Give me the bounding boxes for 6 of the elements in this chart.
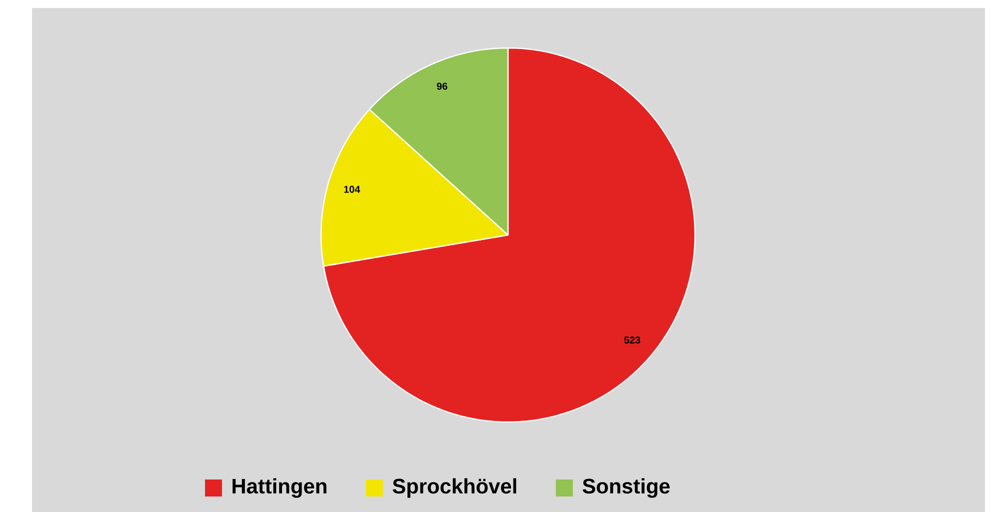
data-label: 523 — [624, 336, 640, 344]
legend-label: Sonstige — [582, 478, 670, 498]
data-label: 104 — [344, 186, 360, 193]
data-label: 96 — [436, 82, 448, 90]
legend-label: Hattingen — [232, 478, 326, 498]
legend-label: Sprockhövel — [392, 478, 516, 498]
